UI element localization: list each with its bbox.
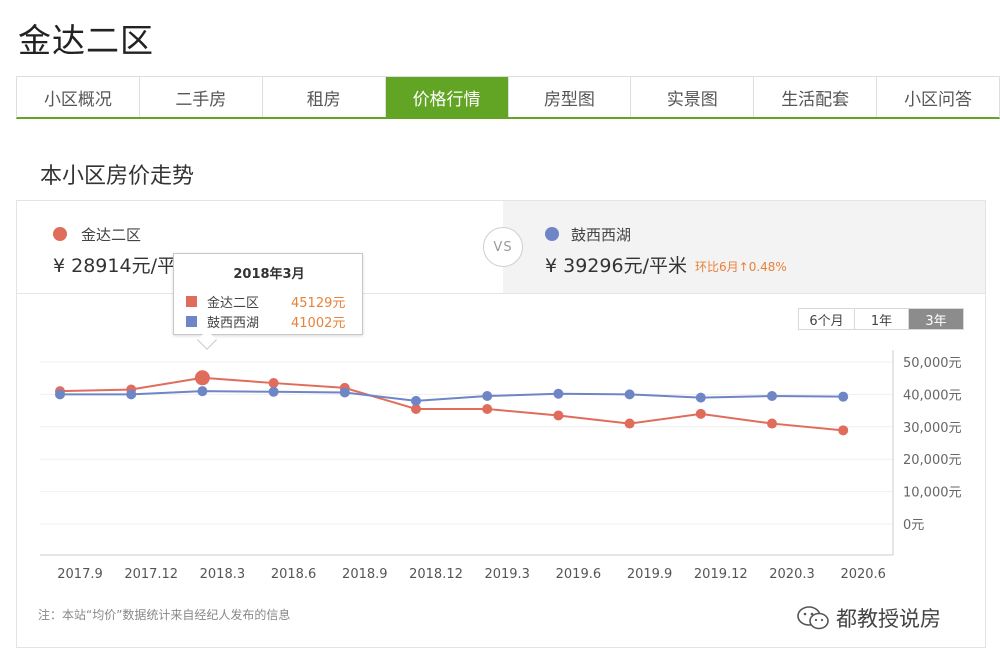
tooltip-title: 2018年3月 <box>233 267 305 282</box>
tab-5[interactable]: 实景图 <box>631 77 755 117</box>
range-button-0[interactable]: 6个月 <box>799 309 855 329</box>
tab-7[interactable]: 小区问答 <box>904 89 973 110</box>
wechat-icon <box>797 606 829 630</box>
left-community-price: ¥ 28914元/平 <box>53 255 176 277</box>
time-range-selector: 6个月 1年 3年 <box>798 308 964 330</box>
chart-tooltip: 2018年3月 金达二区 45129元 鼓西西湖 41002元 <box>173 253 363 335</box>
left-series-dot <box>53 227 67 241</box>
tooltip-value-left: 45129元 <box>291 296 346 311</box>
section-title: 本小区房价走势 <box>40 164 195 189</box>
tooltip-swatch-left <box>186 296 197 307</box>
data-source-note: 注：本站“均价”数据统计来自经纪人发布的信息 <box>38 608 291 622</box>
month-change-badge: 环比6月↑0.48% <box>695 260 787 274</box>
compare-right: 鼓西西湖 ¥ 39296元/平米 环比6月↑0.48% <box>503 201 985 293</box>
price-trend-card: 金达二区 ¥ 28914元/平 鼓西西湖 ¥ 39296元/平米 环比6月↑0.… <box>16 200 986 648</box>
right-series-dot <box>545 227 559 241</box>
tab-2[interactable]: 租房 <box>263 77 386 117</box>
vs-badge: VS <box>483 227 523 267</box>
nav-tabs: 小区概况 二手房 租房 价格行情 房型图 实景图 生活配套 小区问答 <box>16 76 1000 119</box>
right-community-name: 鼓西西湖 <box>571 226 632 244</box>
tab-0[interactable]: 小区概况 <box>17 77 140 117</box>
tab-6[interactable]: 生活配套 <box>754 77 878 117</box>
left-community-name: 金达二区 <box>81 226 142 244</box>
tooltip-name-left: 金达二区 <box>207 296 260 311</box>
range-button-1[interactable]: 1年 <box>855 309 909 329</box>
range-button-2[interactable]: 3年 <box>909 309 963 329</box>
tab-4[interactable]: 房型图 <box>509 77 632 117</box>
tooltip-row-left: 金达二区 45129元 <box>186 292 345 311</box>
watermark: 都教授说房 <box>796 603 941 633</box>
tooltip-row-right: 鼓西西湖 41002元 <box>186 312 345 331</box>
right-community-price: ¥ 39296元/平米 <box>545 255 687 277</box>
tab-3[interactable]: 价格行情 <box>385 77 509 117</box>
tooltip-name-right: 鼓西西湖 <box>207 316 260 331</box>
compare-panel: 金达二区 ¥ 28914元/平 鼓西西湖 ¥ 39296元/平米 环比6月↑0.… <box>17 201 985 294</box>
tooltip-swatch-right <box>186 316 197 327</box>
page-title: 金达二区 <box>18 21 154 60</box>
tab-1[interactable]: 二手房 <box>140 77 263 117</box>
tooltip-value-right: 41002元 <box>291 316 346 331</box>
watermark-text: 都教授说房 <box>836 607 941 631</box>
